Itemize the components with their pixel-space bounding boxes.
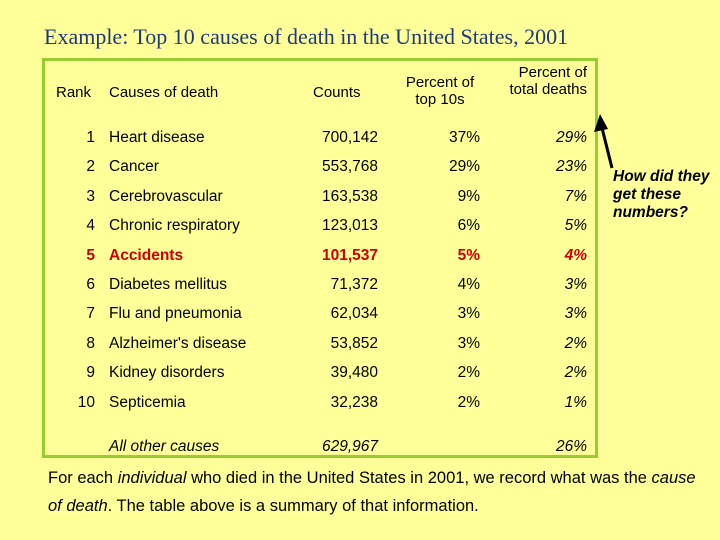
row-percent-total: 3% bbox=[564, 305, 587, 323]
row-percent-top10: 3% bbox=[457, 334, 480, 352]
causes-table bbox=[42, 58, 598, 458]
row-percent-total: 4% bbox=[564, 246, 587, 264]
footer-part2: who died in the United States in 2001, w… bbox=[186, 469, 652, 487]
row-rank: 3 bbox=[86, 187, 95, 205]
row-cause: Chronic respiratory bbox=[109, 217, 240, 235]
row-percent-total: 3% bbox=[564, 276, 587, 293]
row-count: 39,480 bbox=[330, 364, 378, 382]
row-count: 71,372 bbox=[330, 276, 378, 293]
footer-text: For each individual who died in the Unit… bbox=[48, 464, 708, 520]
row-count: 101,537 bbox=[321, 246, 378, 264]
row-rank: 5 bbox=[86, 246, 95, 264]
footer-italic-individual: individual bbox=[117, 469, 187, 487]
row-cause: Flu and pneumonia bbox=[109, 305, 242, 323]
row-percent-top10: 29% bbox=[448, 158, 480, 176]
question-note: How did they get these numbers? bbox=[613, 168, 710, 221]
row-percent-top10: 37% bbox=[448, 129, 480, 146]
row-percent-top10: 2% bbox=[457, 364, 480, 382]
row-count: 32,238 bbox=[330, 393, 378, 411]
other-cause-percent-total: 26% bbox=[555, 438, 587, 455]
row-count: 553,768 bbox=[321, 158, 378, 176]
row-percent-total: 7% bbox=[564, 187, 587, 205]
row-cause: Alzheimer's disease bbox=[109, 334, 247, 352]
row-percent-total: 29% bbox=[555, 129, 587, 146]
row-cause: Accidents bbox=[109, 246, 184, 264]
row-rank: 8 bbox=[86, 334, 95, 352]
row-count: 163,538 bbox=[321, 187, 378, 205]
header-percent-total: Percent of total deaths bbox=[509, 64, 587, 99]
row-rank: 7 bbox=[86, 305, 95, 323]
row-cause: Septicemia bbox=[109, 393, 186, 411]
header-rank: Rank bbox=[56, 84, 92, 101]
other-cause-count: 629,967 bbox=[321, 438, 378, 455]
footer-part3: . The table above is a summary of that i… bbox=[107, 497, 479, 516]
row-cause: Diabetes mellitus bbox=[109, 276, 228, 293]
row-percent-total: 2% bbox=[564, 334, 587, 352]
row-count: 123,013 bbox=[321, 217, 378, 235]
row-count: 62,034 bbox=[330, 305, 378, 323]
row-rank: 10 bbox=[77, 393, 95, 411]
header-percent-top10: Percent of top 10s bbox=[405, 74, 475, 109]
row-cause: Cancer bbox=[109, 158, 159, 176]
row-percent-total: 5% bbox=[564, 217, 587, 235]
row-percent-top10: 9% bbox=[457, 187, 480, 205]
row-rank: 2 bbox=[86, 158, 95, 176]
row-percent-top10: 3% bbox=[457, 305, 480, 323]
row-cause: Cerebrovascular bbox=[109, 187, 223, 205]
row-percent-top10: 4% bbox=[457, 276, 480, 293]
row-cause: Kidney disorders bbox=[109, 364, 225, 382]
row-percent-total: 23% bbox=[555, 158, 587, 176]
row-rank: 1 bbox=[86, 129, 95, 146]
row-percent-top10: 6% bbox=[457, 217, 480, 235]
row-percent-top10: 5% bbox=[457, 246, 480, 264]
row-percent-total: 1% bbox=[564, 393, 587, 411]
header-counts: Counts bbox=[313, 84, 361, 101]
footer-part1: For each bbox=[48, 469, 118, 487]
page-title: Example: Top 10 causes of death in the U… bbox=[44, 24, 569, 49]
footer-italic-cause: cause of death bbox=[48, 469, 696, 516]
header-cause: Causes of death bbox=[109, 84, 219, 101]
row-rank: 6 bbox=[86, 276, 95, 293]
row-rank: 9 bbox=[86, 364, 95, 382]
row-cause: Heart disease bbox=[109, 129, 205, 146]
row-rank: 4 bbox=[86, 217, 95, 235]
row-count: 700,142 bbox=[321, 129, 378, 146]
other-cause-label: All other causes bbox=[109, 438, 220, 455]
row-count: 53,852 bbox=[330, 334, 378, 352]
row-percent-total: 2% bbox=[564, 364, 587, 382]
row-percent-top10: 2% bbox=[457, 393, 480, 411]
